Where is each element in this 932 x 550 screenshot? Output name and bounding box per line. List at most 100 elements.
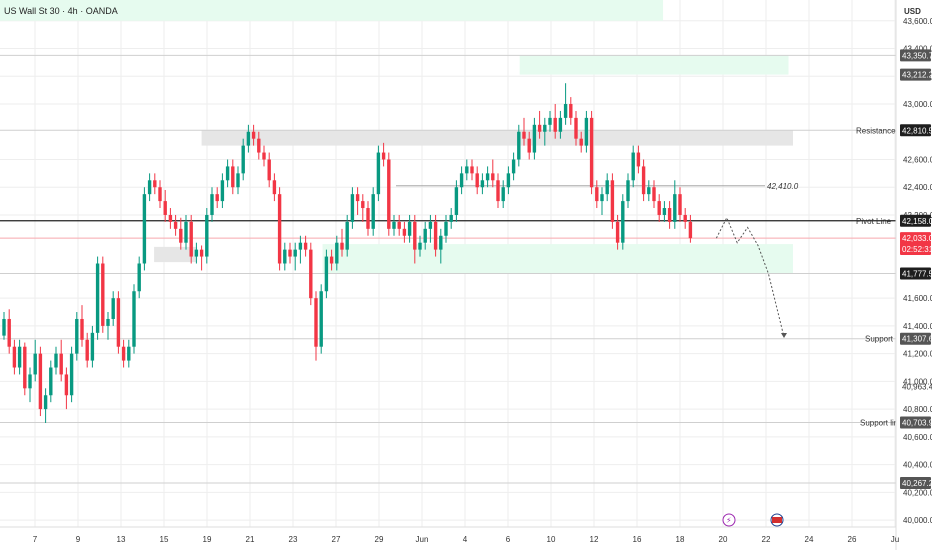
candle-body (199, 249, 204, 257)
candle-body (340, 242, 344, 250)
candle-body (283, 249, 287, 264)
candle-body (106, 318, 110, 326)
y-tick-label: 42,600.0 (903, 155, 932, 164)
price-tag-box (900, 332, 931, 345)
candle-body (605, 180, 609, 195)
y-tick-label: 41,000.0 (903, 377, 932, 386)
x-tick-label: 18 (676, 535, 685, 544)
zone-rect (322, 244, 793, 274)
price-tag-label: 41,307.6 (902, 335, 932, 344)
candle-body (465, 166, 469, 174)
candle-body (319, 291, 323, 347)
candle-body (600, 194, 604, 202)
x-tick-label: Jun (416, 535, 429, 544)
x-tick-label: 13 (117, 535, 126, 544)
candle-body (631, 152, 635, 181)
candle-body (537, 124, 542, 132)
event-us-flag-stripes (772, 517, 782, 523)
candle-body (413, 221, 417, 250)
x-tick-label: 9 (76, 535, 81, 544)
candle-body (303, 242, 308, 250)
event-flash-icon[interactable] (722, 513, 736, 527)
candle-body (558, 117, 563, 132)
candle-body (64, 374, 69, 396)
candle-body (371, 194, 375, 229)
candle-body (610, 180, 615, 222)
price-tag-label: 40,267.2 (902, 479, 932, 488)
y-tick-label: 40,400.0 (903, 461, 932, 470)
candle-body (54, 353, 58, 368)
candle-body (272, 180, 277, 195)
candle-body (158, 187, 162, 202)
candle-body (163, 201, 167, 215)
candle-body (579, 138, 583, 146)
candle-body (28, 374, 32, 389)
symbol-title[interactable]: US Wall St 30 · 4h · OANDA (4, 6, 118, 16)
y-tick-label: 42,400.0 (903, 183, 932, 192)
candle-body (90, 332, 95, 361)
x-tick-label: 19 (203, 535, 212, 544)
candle-body (277, 194, 282, 264)
y-tick-label: 41,600.0 (903, 294, 932, 303)
candle-body (673, 194, 677, 222)
candle-body (522, 131, 526, 139)
candle-body (85, 339, 89, 361)
candle-body (402, 228, 407, 236)
level-label: Resistance (856, 126, 896, 135)
candle-body (231, 166, 235, 188)
candle-body (574, 117, 578, 139)
candle-body (12, 346, 17, 368)
candle-body (329, 256, 334, 264)
candle-body (288, 249, 292, 257)
candle-body (475, 173, 479, 188)
candle-body (615, 221, 620, 243)
y-tick-label: 41,200.0 (903, 350, 932, 359)
candle-body (49, 367, 53, 396)
zone-rect (519, 55, 789, 75)
price-tag-label: 40,703.9 (902, 418, 932, 427)
candle-body (7, 318, 11, 347)
candle-body (641, 166, 646, 195)
candle-body (543, 124, 547, 132)
price-tag-label: 42,810.5 (902, 126, 932, 135)
y-tick-label: 40,000.0 (903, 516, 932, 525)
candle-body (298, 242, 303, 250)
candle-body (314, 298, 318, 347)
candle-body (17, 346, 22, 368)
candle-body (418, 242, 422, 250)
candle-body (121, 346, 126, 361)
candle-body (257, 138, 261, 153)
candle-body (589, 117, 594, 188)
candle-body (137, 263, 141, 292)
candle-body (376, 152, 381, 195)
x-tick-label: 4 (463, 535, 468, 544)
price-tag-box (900, 214, 931, 227)
x-tick-label: 26 (848, 535, 857, 544)
y-tick-label: 40,200.0 (903, 488, 932, 497)
candle-body (532, 124, 537, 153)
candle-body (621, 201, 625, 243)
candle-body (485, 173, 490, 181)
candle-body (688, 221, 693, 239)
candle-body (194, 249, 199, 257)
candle-body (23, 346, 27, 389)
candle-body (433, 221, 438, 250)
candle-body (153, 180, 157, 188)
price-tag-label: 02:52:31 (902, 245, 932, 254)
candle-body (470, 166, 474, 174)
candle-body (324, 256, 329, 292)
candle-body (678, 194, 682, 215)
level-label: Pivot Line (856, 217, 892, 226)
candle-body (444, 221, 448, 236)
candle-body (392, 221, 396, 229)
projection-arrowhead (781, 333, 787, 339)
candle-body (423, 228, 427, 243)
y-tick-label: 43,000.0 (903, 100, 932, 109)
candle-body (267, 159, 271, 181)
candle-body (69, 353, 74, 396)
price-tag-box (900, 124, 931, 137)
price-tag-box (900, 232, 931, 245)
candle-body (251, 131, 256, 139)
candle-body (548, 117, 552, 125)
